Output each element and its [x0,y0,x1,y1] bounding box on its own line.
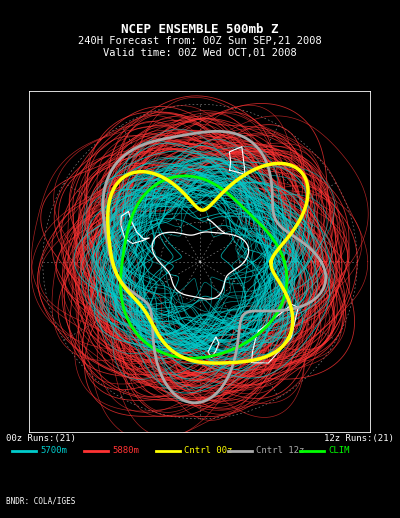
Text: BNDR: COLA/IGES: BNDR: COLA/IGES [6,496,75,505]
Text: Valid time: 00Z Wed OCT,01 2008: Valid time: 00Z Wed OCT,01 2008 [103,48,297,57]
Text: 240H Forecast from: 00Z Sun SEP,21 2008: 240H Forecast from: 00Z Sun SEP,21 2008 [78,36,322,46]
Text: Cntrl 00z: Cntrl 00z [184,446,232,455]
Text: 00z Runs:(21): 00z Runs:(21) [6,434,76,443]
Text: 12z Runs:(21): 12z Runs:(21) [324,434,394,443]
Text: CLIM: CLIM [328,446,350,455]
Text: Cntrl 12z: Cntrl 12z [256,446,304,455]
Text: 5700m: 5700m [40,446,67,455]
Text: NCEP ENSEMBLE 500mb Z: NCEP ENSEMBLE 500mb Z [121,23,279,36]
Text: 5880m: 5880m [112,446,139,455]
